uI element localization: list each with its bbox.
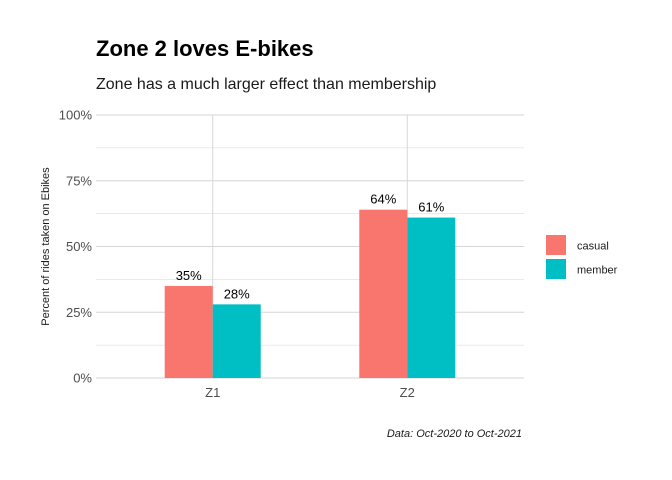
y-axis-title: Percent of rides taken on Ebikes [40,167,52,326]
bar-member-Z2 [407,217,456,378]
legend-label: casual [577,241,609,253]
y-tick-label: 75% [66,173,92,188]
legend-key-casual [546,235,566,255]
y-tick-label: 0% [73,371,92,386]
bar-casual-Z2 [359,209,408,378]
chart-caption: Data: Oct-2020 to Oct-2021 [386,428,522,440]
bar-member-Z1 [212,304,261,378]
legend-label: member [577,265,618,277]
x-tick-label: Z2 [400,385,415,400]
chart-subtitle: Zone has a much larger effect than membe… [96,76,437,93]
data-label: 35% [176,268,202,283]
chart-title: Zone 2 loves E-bikes [96,36,314,61]
data-label: 61% [418,200,444,215]
y-tick-label: 50% [66,239,92,254]
y-tick-label: 25% [66,305,92,320]
y-tick-label: 100% [59,108,93,123]
x-tick-label: Z1 [205,385,220,400]
bar-casual-Z1 [164,285,213,378]
legend-key-member [546,259,566,279]
data-label: 28% [224,286,250,301]
data-label: 64% [370,192,396,207]
